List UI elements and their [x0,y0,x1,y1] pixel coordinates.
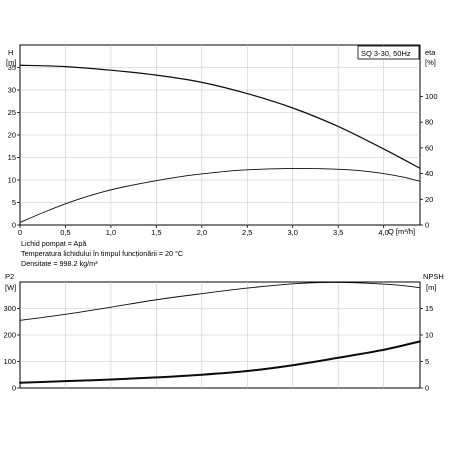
left-tick-label: 15 [8,153,16,162]
series-line-2 [19,167,421,223]
bottom-left-axis-unit: [W] [5,283,16,292]
left-tick-label: 5 [12,198,16,207]
right-tick-label: 10 [425,331,433,340]
left-tick-label: 200 [3,331,16,340]
x-axis-unit-label: Q [m³/h] [388,227,415,236]
bottom-left-tick-labels: 0 100 200 300 [3,304,20,393]
right-tick-label: 0 [425,221,429,230]
left-tick-label: 25 [8,108,16,117]
x-tick-labels: 0 0,5 1,0 1,5 2,0 2,5 3,0 3,5 4,0 [18,225,389,237]
bottom-right-tick-labels: 0 5 10 15 [420,304,433,393]
top-right-tick-labels: 0 20 40 60 80 100 [420,92,438,230]
bottom-right-axis-name: NPSH [423,272,444,281]
power-npsh-chart: P2 [W] NPSH [m] 0 100 200 300 0 5 10 15 [3,272,443,393]
x-tick-label: 1,5 [151,228,161,237]
x-tick-label: 2,0 [197,228,207,237]
bottom-left-axis-name: P2 [5,272,14,281]
bottom-series-lines [19,281,421,384]
series-line-1 [19,64,421,169]
bottom-gridlines [20,282,420,388]
left-tick-label: 300 [3,304,16,313]
head-efficiency-chart: H [m] eta [%] SQ 3-30, 50Hz 0 5 10 15 20 25 30… [6,44,438,237]
top-series-lines [19,64,421,223]
left-tick-label: 10 [8,176,16,185]
note-fluid: Lichid pompat = Apă [21,239,86,248]
left-tick-label: 0 [12,384,16,393]
left-tick-label: 35 [8,63,16,72]
x-tick-label: 1,0 [106,228,116,237]
series-line-1 [19,281,421,321]
x-tick-label: 4,0 [378,228,388,237]
fluid-notes: Lichid pompat = Apă Temperatura lichidul… [21,239,183,268]
right-tick-label: 20 [425,195,433,204]
right-tick-label: 5 [425,357,429,366]
x-tick-label: 3,5 [333,228,343,237]
right-tick-label: 80 [425,118,433,127]
top-left-tick-labels: 0 5 10 15 20 25 30 35 [8,63,20,230]
left-tick-label: 20 [8,131,16,140]
model-title: SQ 3-30, 50Hz [361,49,411,58]
right-tick-label: 40 [425,169,433,178]
top-right-axis-unit: [%] [425,58,436,67]
top-left-axis-name: H [8,48,13,57]
x-tick-label: 3,0 [288,228,298,237]
right-tick-label: 60 [425,143,433,152]
x-tick-label: 0 [18,228,22,237]
top-gridlines [20,45,420,225]
note-density: Densitate = 998.2 kg/m³ [21,259,98,268]
top-left-axis-unit: [m] [6,58,16,67]
model-title-box [357,45,420,60]
left-tick-label: 100 [3,357,16,366]
top-right-axis-name: eta [425,48,436,57]
right-tick-label: 0 [425,384,429,393]
bottom-right-axis-unit: [m] [426,283,436,292]
x-tick-label: 2,5 [242,228,252,237]
x-tick-label: 0,5 [60,228,70,237]
left-tick-label: 0 [12,221,16,230]
left-tick-label: 30 [8,86,16,95]
note-temperature: Temperatura lichidului în timpul funcțio… [21,249,183,258]
series-line-2 [19,340,421,384]
right-tick-label: 100 [425,92,438,101]
right-tick-label: 15 [425,304,433,313]
